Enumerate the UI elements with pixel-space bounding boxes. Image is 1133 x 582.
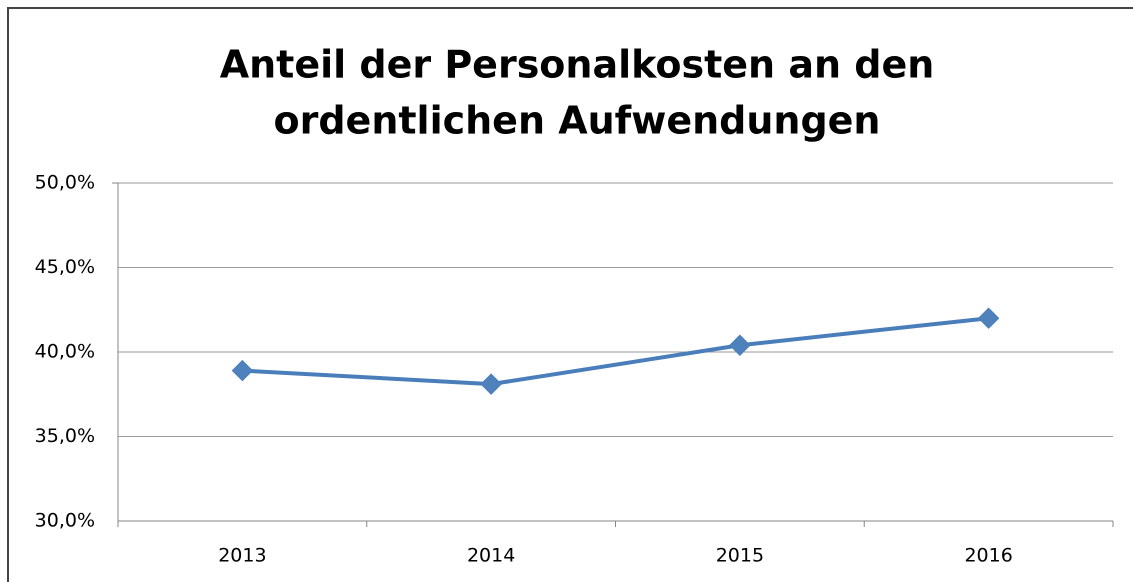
chart-title: Anteil der Personalkosten an den: [220, 43, 935, 87]
chart-frame: [7, 7, 1133, 582]
data-point: [729, 334, 751, 356]
y-tick-label: 45,0%: [35, 256, 95, 278]
y-tick-label: 30,0%: [35, 510, 95, 532]
y-tick-label: 50,0%: [35, 172, 95, 194]
x-tick-label: 2013: [218, 545, 266, 567]
data-point: [231, 359, 254, 382]
data-point: [480, 373, 502, 395]
chart-title: ordentlichen Aufwendungen: [274, 99, 881, 143]
y-tick-label: 40,0%: [35, 341, 95, 363]
x-tick-label: 2015: [716, 545, 764, 567]
x-tick-label: 2014: [467, 545, 515, 567]
y-tick-label: 35,0%: [35, 425, 95, 447]
x-tick-label: 2016: [964, 545, 1012, 567]
data-point: [977, 307, 1000, 329]
data-line: [242, 316, 989, 387]
